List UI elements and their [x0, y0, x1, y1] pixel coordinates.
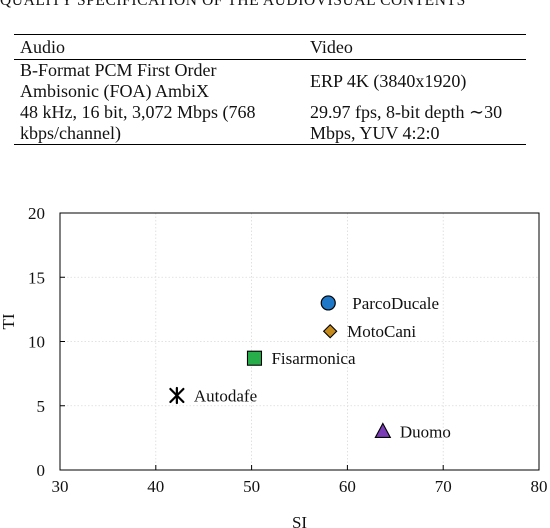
- y-tick-label: 5: [37, 397, 46, 416]
- x-tick-label: 50: [243, 477, 260, 496]
- y-tick-label: 20: [28, 204, 45, 223]
- spec-table: Audio Video B-Format PCM First Order Amb…: [14, 34, 526, 145]
- grid: [59, 212, 540, 471]
- header-video: Video: [310, 37, 353, 57]
- axis-ticks: 30 40 50 60 70 80 0 5 10 15 20: [28, 204, 548, 496]
- fisarmonica-label: Fisarmonica: [271, 349, 355, 368]
- duomo-point: [374, 422, 392, 438]
- parcoducale-label: ParcoDucale: [352, 294, 439, 313]
- table-row: 48 kHz, 16 bit, 3,072 Mbps (768 kbps/cha…: [14, 102, 526, 145]
- y-axis-label: TI: [0, 313, 18, 329]
- y-tick-label: 10: [28, 333, 45, 352]
- autodafe-point: [169, 386, 185, 405]
- table-row: B-Format PCM First Order Ambisonic (FOA)…: [14, 60, 526, 103]
- cell-video-format: ERP 4K (3840x1920): [310, 70, 467, 91]
- duomo-label: Duomo: [400, 422, 451, 441]
- cell-video-rate: 29.97 fps, 8-bit depth ∼30 Mbps, YUV 4:2…: [310, 102, 503, 143]
- x-axis-label: SI: [292, 513, 307, 528]
- x-tick-label: 70: [435, 477, 452, 496]
- table-caption: QUALITY SPECIFICATION OF THE AUDIOVISUAL…: [0, 0, 466, 9]
- si-ti-scatter-chart: 30 40 50 60 70 80 0 5 10 15 20 ParcoDucale MotoCani…: [0, 204, 548, 528]
- x-tick-label: 30: [52, 477, 69, 496]
- x-tick-label: 60: [339, 477, 356, 496]
- cell-audio-format: B-Format PCM First Order Ambisonic (FOA)…: [20, 60, 217, 101]
- table-header-row: Audio Video: [14, 34, 526, 60]
- fisarmonica-point: [246, 350, 263, 366]
- header-audio: Audio: [20, 37, 65, 57]
- y-tick-label: 0: [37, 461, 46, 480]
- motocani-point: [322, 323, 338, 339]
- cell-audio-rate: 48 kHz, 16 bit, 3,072 Mbps (768 kbps/cha…: [20, 102, 256, 143]
- parcoducale-point: [320, 295, 336, 311]
- y-tick-label: 15: [28, 268, 45, 287]
- motocani-label: MotoCani: [347, 322, 416, 341]
- x-tick-label: 80: [531, 477, 548, 496]
- data-points: ParcoDucale MotoCani Fisarmonica Autodafe Du…: [169, 294, 451, 441]
- x-tick-label: 40: [147, 477, 164, 496]
- autodafe-label: Autodafe: [194, 386, 257, 405]
